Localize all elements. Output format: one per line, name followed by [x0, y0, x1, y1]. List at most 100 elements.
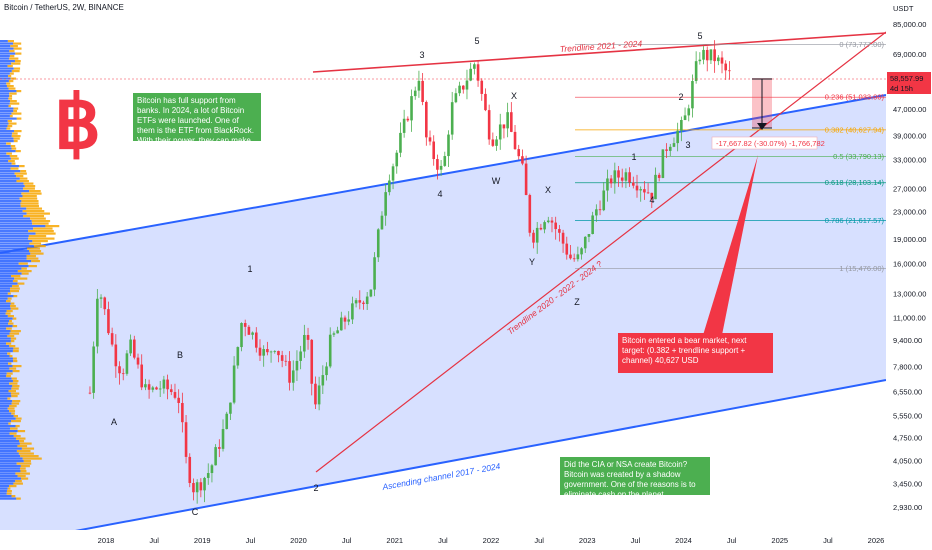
candle-body: [203, 477, 206, 491]
volume-profile-bar: [20, 477, 29, 480]
time-tick: 2023: [579, 536, 596, 545]
candle-body: [569, 254, 572, 259]
price-tick: 4,750.00: [893, 434, 922, 443]
price-tick: 5,550.00: [893, 411, 922, 420]
volume-profile-bar: [0, 175, 17, 178]
candle-body: [251, 332, 254, 335]
candle-body: [587, 234, 591, 237]
volume-profile-bar: [0, 285, 13, 288]
candle-body: [406, 118, 410, 121]
volume-profile-bar: [15, 150, 21, 153]
volume-profile-bar: [0, 462, 17, 465]
candle-body: [617, 170, 620, 178]
volume-profile-bar: [0, 255, 27, 258]
volume-profile-bar: [13, 42, 22, 45]
volume-profile-bar: [33, 227, 53, 230]
volume-profile-bar: [6, 152, 12, 155]
price-tick: 85,000.00: [893, 20, 926, 29]
candle-body: [325, 366, 328, 376]
volume-profile-bar: [7, 40, 14, 43]
candle-body: [384, 192, 387, 216]
volume-profile-bar: [16, 497, 21, 500]
volume-profile-bar: [0, 207, 27, 210]
volume-profile-bar: [14, 60, 21, 63]
wave-label: X: [545, 185, 551, 195]
volume-profile-bar: [0, 467, 20, 470]
banks-note: Bitcoin has full support from banks. In …: [133, 93, 261, 165]
volume-profile-bar: [17, 270, 32, 273]
volume-profile-bar: [8, 322, 14, 325]
volume-profile-bar: [0, 362, 9, 365]
volume-profile-bar: [0, 330, 11, 333]
volume-profile-bar: [8, 122, 17, 125]
time-axis[interactable]: 2018 Jul 2019 Jul 2020 Jul 2021 Jul 2022 Jul 2023 J…: [98, 536, 885, 545]
volume-profile-bar: [8, 87, 16, 90]
candle-body: [240, 323, 243, 348]
candle-body: [236, 347, 240, 366]
volume-profile-bar: [7, 297, 12, 300]
volume-profile-bar: [0, 322, 9, 325]
volume-profile-bar: [0, 170, 21, 173]
candle-body: [99, 297, 103, 299]
candle-body: [254, 332, 258, 348]
volume-profile-bar: [0, 237, 29, 240]
candle-body: [543, 222, 546, 230]
candle-body: [461, 85, 465, 90]
candle-body: [310, 339, 314, 384]
candle-body: [417, 80, 421, 91]
time-tick: Jul: [823, 536, 833, 545]
candle-body: [177, 397, 180, 403]
candle-body: [107, 309, 110, 334]
volume-profile-bar: [0, 147, 12, 150]
candle-body: [210, 465, 214, 474]
volume-profile-bar: [0, 480, 16, 483]
volume-profile-bar: [0, 372, 7, 375]
candle-body: [314, 383, 317, 405]
price-tick: 33,000.00: [893, 156, 926, 165]
volume-profile-bar: [11, 135, 21, 138]
volume-profile-bar: [24, 185, 36, 188]
candle-body: [583, 236, 587, 249]
candle-body: [580, 248, 583, 255]
bear-market-note: Bitcoin entered a bear market, next targ…: [618, 333, 773, 373]
volume-profile-bar: [0, 135, 12, 138]
volume-profile-bar: [0, 267, 22, 270]
volume-profile-bar: [9, 95, 13, 98]
volume-profile-bar: [6, 327, 12, 330]
volume-profile-bar: [0, 310, 7, 313]
volume-profile-bar: [13, 140, 18, 143]
volume-profile-bar: [0, 140, 14, 143]
volume-profile-bar: [0, 357, 13, 360]
volume-profile-bar: [0, 90, 17, 93]
volume-profile-bar: [11, 420, 21, 423]
volume-profile-bar: [0, 440, 20, 443]
volume-profile-bar: [10, 340, 15, 343]
candle-body: [332, 333, 336, 335]
candle-body: [572, 258, 576, 260]
price-tag-countdown: 4d 15h: [890, 84, 913, 93]
fib-level-label: 0.382 (40,627.94): [825, 125, 885, 134]
volume-profile-bar: [12, 350, 19, 353]
volume-profile-bar: [14, 172, 27, 175]
price-tick: 69,000.00: [893, 50, 926, 59]
volume-profile-bar: [32, 240, 48, 243]
time-tick: 2022: [483, 536, 500, 545]
volume-profile-bar: [20, 465, 30, 468]
candle-body: [110, 333, 114, 345]
volume-profile-bar: [11, 402, 20, 405]
volume-profile-bar: [0, 57, 10, 60]
candle-body: [654, 174, 657, 200]
volume-profile-bar: [0, 275, 12, 278]
volume-profile-bar: [0, 230, 29, 233]
volume-profile-bar: [0, 235, 29, 238]
volume-profile-bar: [0, 75, 9, 78]
volume-profile-bar: [23, 187, 35, 190]
candle-body: [469, 68, 472, 81]
candle-body: [450, 102, 454, 135]
candle-body: [328, 334, 332, 367]
volume-profile-bar: [9, 355, 13, 358]
candle-body: [728, 70, 731, 72]
time-tick: Jul: [631, 536, 641, 545]
volume-profile-bar: [0, 315, 8, 318]
